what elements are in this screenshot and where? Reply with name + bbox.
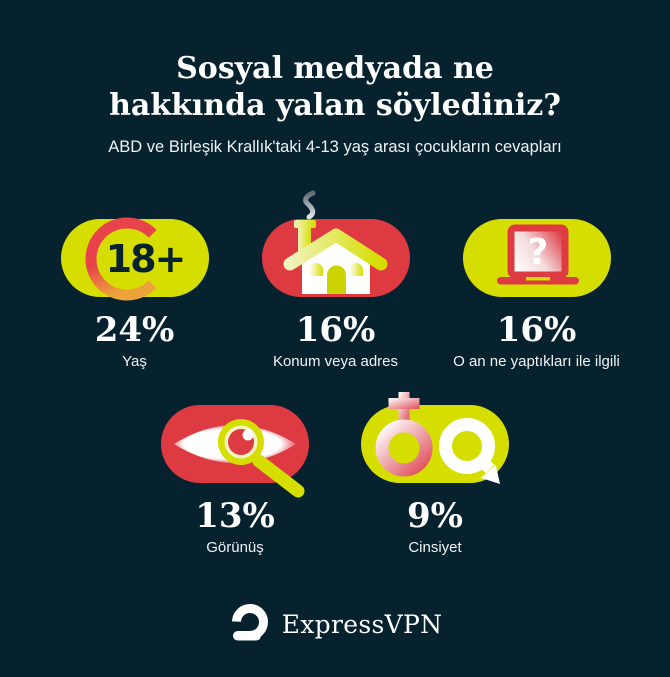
stat-label: Cinsiyet [408,539,462,556]
male-symbol [439,418,500,484]
stat-percent: 13% [195,496,275,536]
18-plus-ring-icon: 18+ [60,217,209,301]
stat-age: 18+ 24% Yaş [34,217,235,371]
magnifier-handle [252,454,305,498]
stat-gender: 9% Cinsiyet [335,392,535,557]
house-icon [261,190,410,297]
stat-label: O an ne yaptıkları ile ilgili [453,353,620,370]
18-plus-label: 18+ [105,237,184,281]
stat-label: Konum veya adres [272,353,399,370]
page-title: Sosyal medyada ne hakkında yalan söyledi… [0,50,670,124]
laptop-question-icon: ? [462,219,611,297]
stat-location: 16% Konum veya adres [235,190,436,371]
stat-label: Görünüş [206,539,264,556]
chimney-smoke [302,190,315,220]
female-symbol [375,392,433,477]
brand-footer: ExpressVPN [0,603,670,645]
stat-label: Yaş [122,353,147,370]
question-mark-label: ? [527,232,548,273]
stat-percent: 24% [94,310,175,350]
header: Sosyal medyada ne hakkında yalan söyledi… [0,0,670,157]
stat-appearance: 13% Görünüş [135,405,335,557]
brand-name: ExpressVPN [281,609,443,639]
gender-symbols-icon [361,392,509,484]
stats-row-1: 18+ 24% Yaş [0,190,670,371]
stats-row-2: 13% Görünüş [0,392,670,557]
expressvpn-logo-icon [231,604,268,641]
stat-percent: 16% [496,310,577,350]
stat-percent: 16% [295,310,376,350]
eye-magnifier-icon [161,405,309,498]
stat-activity: ? 16% O an ne yaptıkları ile ilgili [436,219,637,371]
title-line-2: hakkında yalan söylediniz? [109,88,561,123]
title-line-1: Sosyal medyada ne [176,51,494,86]
subtitle: ABD ve Birleşik Krallık'taki 4-13 yaş ar… [108,138,562,156]
stat-percent: 9% [407,496,463,536]
